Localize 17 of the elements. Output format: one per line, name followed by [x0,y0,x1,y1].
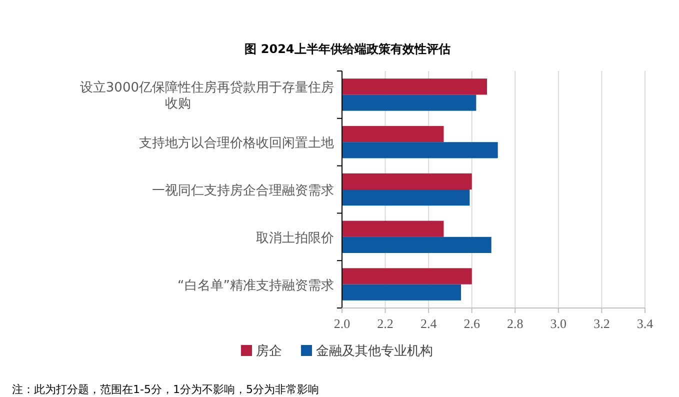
y-tick-label: “白名单”精准支持融资需求 [178,278,334,294]
legend-label: 房企 [256,343,282,359]
x-tick-label: 2.6 [464,316,480,331]
x-tick-label: 3.4 [636,316,654,331]
x-tick-label: 3.2 [594,316,610,331]
text: 注：此为打分题，范围在1-5分，1分为不影响，5分为非常影响 [12,383,319,396]
x-tick-label: 3.0 [550,316,567,331]
x-tick-label: 2.4 [420,316,438,331]
x-tick-label: 2.0 [334,316,350,331]
x-tick-label: 2.2 [377,316,394,331]
y-tick-label: 一视同仁支持房企合理融资需求 [152,182,334,198]
legend-label: 金融及其他专业机构 [316,344,433,359]
y-tick-label: 设立3000亿保障性住房再贷款用于存量住房收购 [80,80,334,112]
y-tick-label: 取消土拍限价 [256,230,334,246]
chart-title: 图 2024上半年供给端政策有效性评估 [244,42,450,56]
x-tick-label: 2.8 [507,316,524,331]
y-tick-label: 支持地方以合理价格收回闲置土地 [139,135,334,152]
